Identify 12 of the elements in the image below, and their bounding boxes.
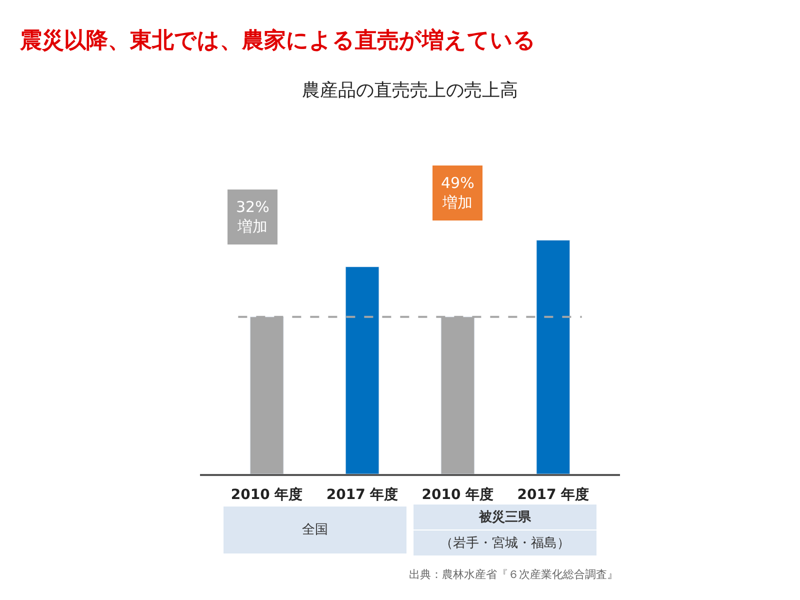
x-tick-label: 2017 年度: [326, 486, 398, 503]
text: 被災三県: [478, 509, 532, 525]
text: 32% 増加: [236, 198, 270, 236]
x-tick-label: 2010 年度: [422, 486, 494, 503]
chart-subtitle: 農産品の直売売上の売上高: [302, 80, 518, 101]
x-tick-label: 2017 年度: [517, 486, 590, 503]
chart-title: 震災以降、東北では、農家による直売が増えている: [19, 28, 536, 54]
text: 全国: [302, 522, 328, 538]
text: （岩手・宮城・福島）: [440, 535, 570, 551]
x-tick-label: 2010 年度: [230, 486, 303, 503]
source-note: 出典：農林水産省『６次産業化総合調査』: [409, 568, 618, 581]
text: 49% 増加: [441, 174, 474, 212]
